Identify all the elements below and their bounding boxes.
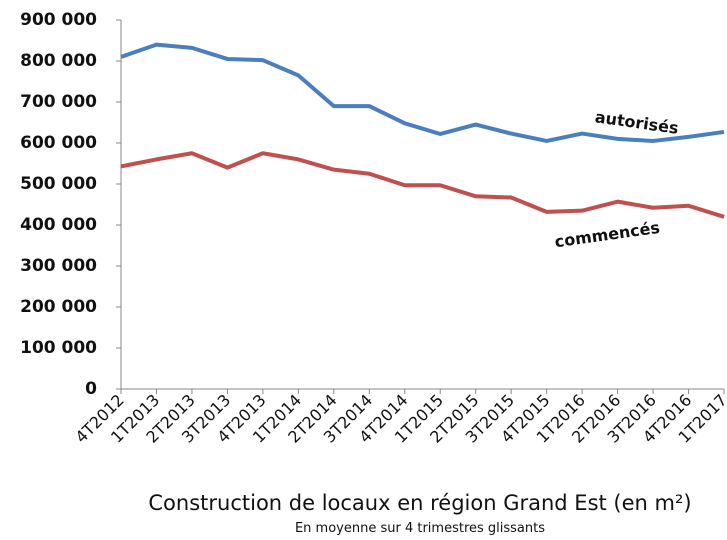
series-line bbox=[120, 151, 725, 219]
y-tick-label: 400 000 bbox=[20, 215, 97, 235]
y-tick-label: 600 000 bbox=[20, 133, 97, 153]
series-line bbox=[120, 42, 725, 143]
chart-subtitle: En moyenne sur 4 trimestres glissants bbox=[295, 521, 545, 536]
series-label: autorisés bbox=[594, 107, 680, 138]
y-tick-label: 800 000 bbox=[20, 51, 97, 71]
y-tick-label: 0 bbox=[85, 379, 97, 399]
y-tick-label: 300 000 bbox=[20, 256, 97, 276]
y-tick-label: 200 000 bbox=[20, 297, 97, 317]
y-tick-label: 100 000 bbox=[20, 338, 97, 358]
series-label: commencés bbox=[553, 218, 661, 252]
y-tick-label: 700 000 bbox=[20, 92, 97, 112]
y-tick-label: 500 000 bbox=[20, 174, 97, 194]
y-tick-label: 900 000 bbox=[20, 10, 97, 30]
chart-title: Construction de locaux en région Grand E… bbox=[148, 491, 691, 515]
